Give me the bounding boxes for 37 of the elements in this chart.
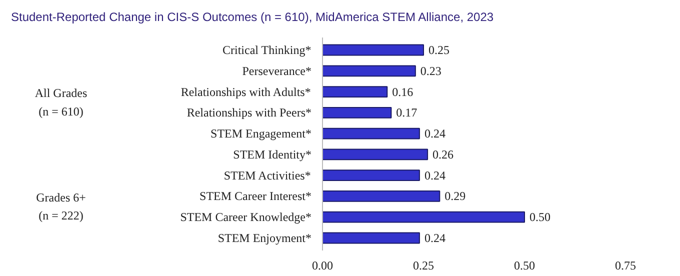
bar [322,128,420,140]
bar [322,232,420,244]
y-tick-label: STEM Career Interest* [200,189,312,204]
y-tick-label: Relationships with Peers* [186,106,312,120]
bar [322,170,420,182]
chart-title: Student-Reported Change in CIS-S Outcomes (n = 610), MidAmerica STEM Alliance, 2023 [11,9,494,26]
x-tick-label: 0.00 [312,258,333,272]
data-label: 0.17 [396,106,418,120]
data-label: 0.50 [530,210,550,224]
data-label: 0.24 [424,126,446,141]
y-tick-label: Critical Thinking* [222,43,312,58]
y-tick-label: STEM Career Knowledge* [180,210,312,224]
data-label: 0.16 [392,84,414,99]
data-label: 0.24 [424,168,446,182]
bar [322,65,416,77]
x-tick-label: 0.25 [413,258,434,272]
data-label: 0.25 [428,43,450,58]
data-label: 0.23 [420,64,442,78]
y-tick-label: STEM Identity* [233,147,312,162]
bar [322,148,428,160]
y-tick-label: Relationships with Adults* [180,84,311,99]
data-label: 0.29 [444,189,466,204]
y-tick-label: STEM Engagement* [210,126,312,141]
text: All Grades (n = 610) [34,86,88,118]
data-label: 0.26 [432,147,454,162]
text: Grades 6+ (n = 222) [36,190,86,223]
y-tick-label: Perseverance* [242,64,312,78]
bar [322,211,525,223]
y-tick-label: STEM Activities* [224,168,311,182]
x-tick-label: 0.50 [514,258,535,272]
y-tick-label: STEM Enjoyment* [218,230,312,245]
bar [322,106,392,118]
data-label: 0.24 [424,230,446,245]
bar [322,86,388,98]
bar [322,190,440,202]
x-tick-label: 0.75 [615,258,636,272]
bar [322,44,424,56]
